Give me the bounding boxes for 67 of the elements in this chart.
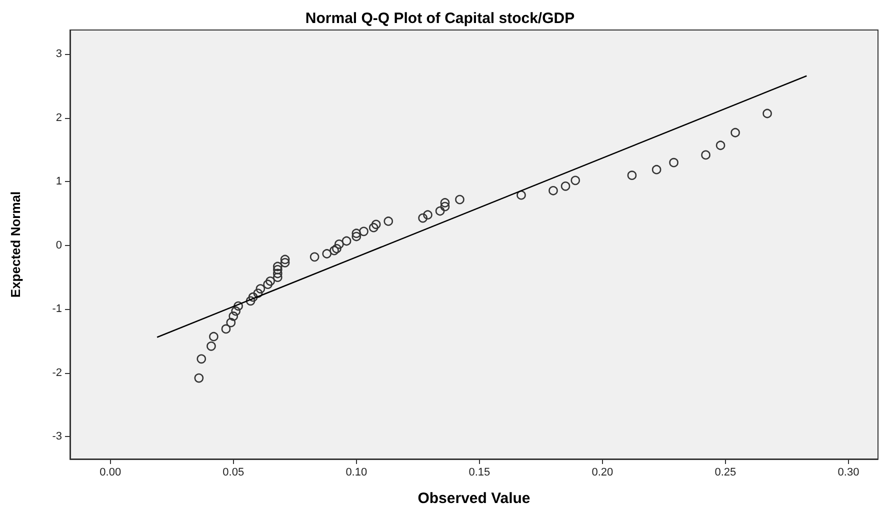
point: [322, 249, 332, 258]
point: [423, 210, 432, 220]
point: [253, 288, 263, 298]
point: [206, 342, 216, 351]
x-tick-label: 0.05: [222, 466, 244, 478]
point: [330, 246, 339, 256]
y-tick-label: 3: [56, 48, 62, 60]
point: [228, 312, 238, 321]
y-tick-label: 0: [56, 239, 62, 252]
point: [234, 301, 243, 311]
point: [226, 318, 236, 328]
point: [570, 176, 580, 186]
point: [548, 186, 558, 196]
point: [194, 373, 204, 383]
point: [384, 216, 394, 226]
point: [263, 280, 272, 289]
y-tick-label: -2: [52, 366, 62, 379]
point: [280, 258, 290, 268]
point: [266, 276, 275, 286]
point: [196, 354, 206, 364]
x-axis-title: Observed Value: [418, 490, 530, 507]
point: [332, 244, 342, 254]
point: [368, 222, 378, 232]
point: [334, 240, 344, 249]
point: [221, 324, 231, 334]
y-axis-title: Expected Normal: [8, 191, 23, 298]
point: [669, 158, 678, 168]
point: [371, 220, 381, 230]
point: [273, 272, 282, 282]
point: [701, 150, 710, 160]
point: [762, 108, 772, 118]
chart-title: Normal Q-Q Plot of Capital stock/GDP: [305, 10, 575, 27]
point: [627, 170, 637, 180]
point: [310, 252, 320, 262]
point: [209, 332, 218, 342]
y-tick-label: 1: [56, 176, 62, 188]
point: [280, 254, 290, 264]
point: [273, 262, 282, 272]
point: [435, 206, 445, 216]
point: [273, 268, 282, 278]
x-tick-label: 0.30: [838, 466, 860, 478]
point: [455, 194, 464, 204]
point: [256, 284, 266, 294]
x-tick-label: 0.20: [592, 466, 614, 478]
x-tick-label: 0.10: [346, 466, 368, 478]
y-tick-label: -3: [52, 430, 62, 443]
point: [273, 265, 282, 274]
point: [418, 213, 428, 223]
point: [560, 182, 570, 191]
point: [516, 190, 526, 200]
y-tick-label: -1: [52, 303, 62, 316]
point: [352, 232, 362, 242]
y-tick-label: 2: [56, 112, 62, 124]
point: [246, 296, 256, 306]
point: [440, 198, 450, 208]
point: [440, 202, 450, 212]
point: [730, 128, 740, 138]
x-tick-label: 0.15: [468, 466, 490, 478]
x-tick-label: 0.25: [714, 466, 736, 478]
point: [716, 140, 726, 150]
point: [352, 228, 362, 238]
point: [359, 226, 368, 236]
x-tick-label: 0.00: [100, 466, 122, 478]
point: [342, 236, 352, 246]
point: [231, 306, 240, 316]
point: [652, 164, 662, 174]
point: [248, 292, 258, 302]
